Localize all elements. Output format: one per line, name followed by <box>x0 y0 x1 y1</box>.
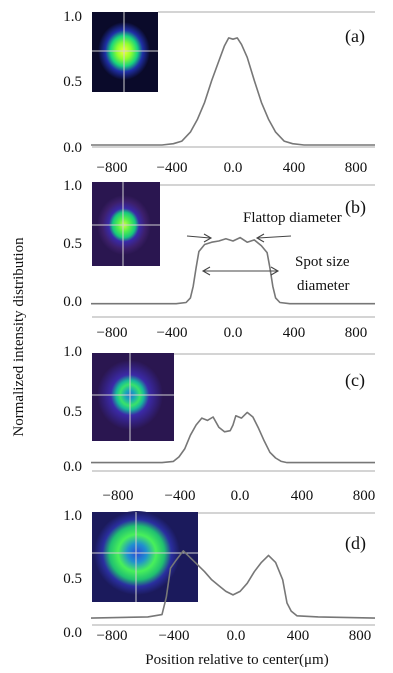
x-axis-title: Position relative to center(μm) <box>145 652 328 668</box>
series-line-a <box>91 37 375 146</box>
x-tick-label: −800 <box>97 628 128 644</box>
y-tick-label: 0.5 <box>63 74 82 90</box>
panel-c: 1.0 0.5 0.0 −800 −400 0.0 400 800 (c) <box>63 344 375 504</box>
x-tick-label: 400 <box>291 488 314 504</box>
y-tick-label: 0.0 <box>63 625 82 641</box>
y-tick-label: 1.0 <box>63 344 82 360</box>
x-tick-label: 0.0 <box>224 325 243 341</box>
y-tick-label: 1.0 <box>63 508 82 524</box>
y-axis-title: Normalized intensity distribution <box>11 237 27 437</box>
flattop-arrow-left <box>186 235 211 239</box>
x-tick-label: −800 <box>97 325 128 341</box>
x-tick-label: 0.0 <box>227 628 246 644</box>
y-tick-label: 1.0 <box>63 178 82 194</box>
series-line-d <box>90 550 376 619</box>
x-ticks-a: −800 −400 0.0 400 800 <box>97 160 368 176</box>
y-tick-label: 0.0 <box>63 294 82 310</box>
x-tick-label: 400 <box>287 628 310 644</box>
y-ticks-c: 1.0 0.5 0.0 <box>63 344 82 475</box>
y-tick-label: 0.5 <box>63 404 82 420</box>
x-tick-label: −400 <box>165 488 196 504</box>
panel-label-c: (c) <box>345 370 365 391</box>
x-tick-label: 800 <box>353 488 376 504</box>
x-tick-label: −800 <box>97 160 128 176</box>
panel-label-b: (b) <box>345 197 366 218</box>
panel-label-d: (d) <box>345 533 366 554</box>
y-tick-label: 0.5 <box>63 571 82 587</box>
x-tick-label: −400 <box>157 160 188 176</box>
panel-a: 1.0 0.5 0.0 −800 −400 0.0 400 800 (a) <box>63 9 375 176</box>
x-tick-label: 0.0 <box>231 488 250 504</box>
x-tick-label: 400 <box>283 325 306 341</box>
flattop-arrowhead-right <box>255 233 265 243</box>
flattop-label: Flattop diameter <box>243 210 342 226</box>
y-ticks-a: 1.0 0.5 0.0 <box>63 9 82 156</box>
y-tick-label: 0.5 <box>63 236 82 252</box>
series-line-b <box>91 236 375 305</box>
panel-d: 1.0 0.5 0.0 −800 −400 0.0 400 800 (d) <box>63 508 376 644</box>
panel-b: 1.0 0.5 0.0 −800 −400 0.0 400 800 (b) Fl… <box>63 178 375 341</box>
spot-size-label-line2: diameter <box>297 278 349 294</box>
spot-arrowhead-right <box>270 266 280 276</box>
y-tick-label: 0.0 <box>63 140 82 156</box>
x-ticks-c: −800 −400 0.0 400 800 <box>103 488 376 504</box>
x-tick-label: −400 <box>157 325 188 341</box>
flattop-arrow-right <box>257 235 292 239</box>
series-line-c <box>91 411 375 464</box>
x-tick-label: 800 <box>349 628 372 644</box>
panel-label-a: (a) <box>345 26 365 47</box>
y-tick-label: 0.0 <box>63 459 82 475</box>
y-tick-label: 1.0 <box>63 9 82 25</box>
x-tick-label: −800 <box>103 488 134 504</box>
y-ticks-b: 1.0 0.5 0.0 <box>63 178 82 310</box>
x-tick-label: 800 <box>345 325 368 341</box>
x-ticks-b: −800 −400 0.0 400 800 <box>97 325 368 341</box>
flattop-arrowhead-left <box>203 233 213 243</box>
x-tick-label: 800 <box>345 160 368 176</box>
x-tick-label: −400 <box>159 628 190 644</box>
y-ticks-d: 1.0 0.5 0.0 <box>63 508 82 641</box>
x-ticks-d: −800 −400 0.0 400 800 <box>97 628 372 644</box>
spot-size-label-line1: Spot size <box>295 254 350 270</box>
spot-arrowhead-left <box>201 266 211 276</box>
x-tick-label: 0.0 <box>224 160 243 176</box>
x-tick-label: 400 <box>283 160 306 176</box>
